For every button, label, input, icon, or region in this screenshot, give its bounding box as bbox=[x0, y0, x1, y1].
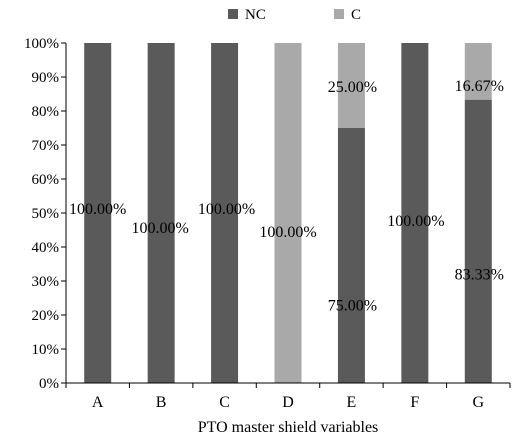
y-tick-label: 10% bbox=[32, 342, 60, 358]
data-label-nc-a: 100.00% bbox=[69, 201, 126, 218]
x-tick-label-a: A bbox=[92, 394, 104, 411]
y-tick-label: 80% bbox=[32, 104, 60, 120]
data-label-c-d: 100.00% bbox=[259, 224, 316, 241]
data-label-nc-g: 83.33% bbox=[455, 266, 504, 283]
x-tick-label-d: D bbox=[282, 394, 294, 411]
data-label-nc-c: 100.00% bbox=[198, 201, 255, 218]
bar-nc-e bbox=[338, 128, 365, 383]
y-tick-label: 20% bbox=[32, 308, 60, 324]
x-tick-label-b: B bbox=[156, 394, 167, 411]
data-label-nc-b: 100.00% bbox=[131, 220, 188, 237]
y-tick-label: 50% bbox=[32, 206, 60, 222]
data-label-c-g: 16.67% bbox=[455, 78, 504, 95]
x-axis-ticks: A B C D E F G bbox=[66, 383, 510, 411]
legend-swatch-c bbox=[334, 9, 344, 19]
chart-legend: NC C bbox=[228, 7, 361, 23]
x-tick-label-e: E bbox=[347, 394, 357, 411]
data-label-nc-f: 100.00% bbox=[387, 213, 444, 230]
bar-c-d bbox=[275, 43, 302, 383]
x-tick-label-c: C bbox=[219, 394, 230, 411]
y-tick-label: 30% bbox=[32, 274, 60, 290]
legend-label-nc: NC bbox=[245, 7, 266, 23]
bar-nc-b bbox=[148, 43, 175, 383]
legend-swatch-nc bbox=[228, 9, 238, 19]
y-tick-label: 40% bbox=[32, 240, 60, 256]
x-axis-title: PTO master shield variables bbox=[198, 419, 379, 436]
y-axis-ticks: 0% 10% 20% 30% 40% 50% 60% 70% 80% 90% 100% bbox=[24, 36, 66, 392]
data-label-c-e: 25.00% bbox=[328, 79, 377, 96]
x-tick-label-g: G bbox=[473, 394, 485, 411]
y-tick-label: 90% bbox=[32, 70, 60, 86]
data-label-nc-e: 75.00% bbox=[328, 298, 377, 315]
y-tick-label: 60% bbox=[32, 172, 60, 188]
y-tick-label: 100% bbox=[24, 36, 59, 52]
bar-nc-g bbox=[465, 100, 492, 383]
y-tick-label: 0% bbox=[39, 376, 59, 392]
legend-label-c: C bbox=[351, 7, 361, 23]
x-tick-label-f: F bbox=[410, 394, 419, 411]
y-tick-label: 70% bbox=[32, 138, 60, 154]
